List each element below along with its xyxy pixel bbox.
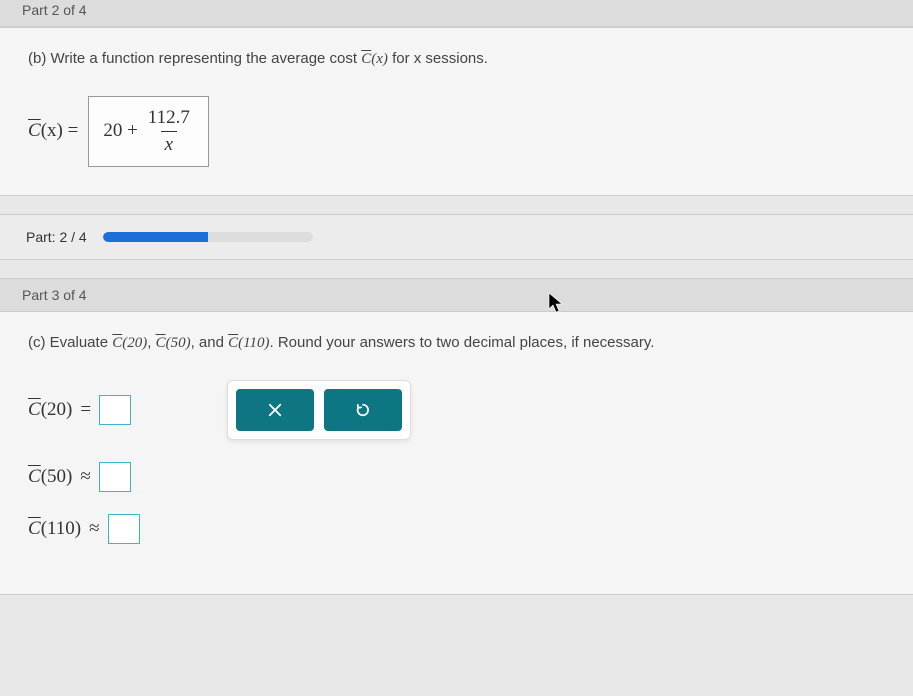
qb-cbar: C [361,51,371,67]
part-c-section: Part 3 of 4 (c) Evaluate C(20), C(50), a… [0,278,913,595]
r2-arg: (50) [41,466,73,487]
clear-button[interactable] [236,389,314,431]
answer-numerator: 112.7 [144,107,194,131]
part-b-section: (b) Write a function representing the av… [0,27,913,196]
part3-header-text: Part 3 of 4 [22,287,87,303]
undo-icon [354,401,372,419]
formula-eq: = [63,120,78,141]
progress-section: Part: 2 / 4 [0,214,913,260]
question-b: (b) Write a function representing the av… [28,50,885,68]
qc-c2: C [156,335,166,351]
formula-row: C(x) = 20 + 112.7 x [28,96,885,167]
qc-c3p: (110) [238,335,269,351]
r2-op: ≈ [80,466,90,488]
qc-prefix: (c) Evaluate [28,334,112,351]
formula-c: C [28,120,41,141]
input-c110[interactable] [108,514,140,544]
part3-header: Part 3 of 4 [0,279,913,312]
progress-bar [103,232,313,242]
reset-button[interactable] [324,389,402,431]
eval-row-50: C(50) ≈ [28,462,885,492]
answer-fraction: 112.7 x [144,107,194,156]
answer-denominator: x [161,131,177,156]
question-c: (c) Evaluate C(20), C(50), and C(110). R… [28,334,885,352]
answer-leading: 20 + [103,120,137,142]
eval-row-110: C(110) ≈ [28,514,885,544]
qb-prefix: (b) Write a function representing the av… [28,50,361,67]
formula-lhs: C(x) = [28,120,78,142]
input-c50[interactable] [99,462,131,492]
r1-c: C [28,399,41,420]
formula-paren: (x) [41,120,63,141]
eval-eq-110: C(110) ≈ [28,514,203,544]
eval-row-20: C(20) = [28,380,885,440]
r3-c: C [28,518,41,539]
qc-suffix: . Round your answers to two decimal plac… [270,334,655,351]
part2-header-top: Part 2 of 4 [0,0,913,27]
qc-c1p: (20) [122,335,147,351]
qb-paren: (x) [371,51,388,67]
r3-arg: (110) [41,518,81,539]
input-c20[interactable] [99,395,131,425]
close-icon [266,401,284,419]
answer-box: 20 + 112.7 x [88,96,209,167]
part-c-content: (c) Evaluate C(20), C(50), and C(110). R… [0,312,913,594]
r3-op: ≈ [89,518,99,540]
r2-c: C [28,466,41,487]
progress-fill [103,232,208,242]
part-b-content: (b) Write a function representing the av… [0,28,913,195]
qc-c3: C [228,335,238,351]
part2-header-text: Part 2 of 4 [22,2,87,18]
qc-c2p: (50) [166,335,191,351]
qb-suffix: for x sessions. [388,50,488,67]
progress-label: Part: 2 / 4 [26,229,87,245]
eval-eq-50: C(50) ≈ [28,462,203,492]
toolbar [227,380,411,440]
r1-op: = [80,399,91,421]
qc-sep2: , and [191,334,229,351]
qc-c1: C [112,335,122,351]
eval-eq-20: C(20) = [28,395,203,425]
qc-sep1: , [147,334,155,351]
r1-arg: (20) [41,399,73,420]
